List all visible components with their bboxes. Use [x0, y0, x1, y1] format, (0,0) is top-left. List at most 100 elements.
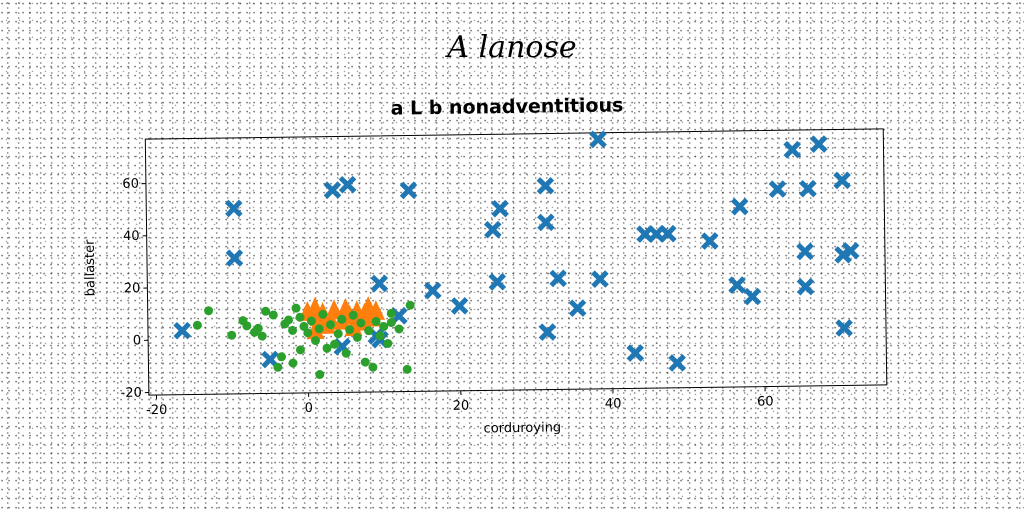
data-point-circle — [299, 321, 309, 331]
data-point-circle — [288, 325, 298, 335]
data-point-circle — [375, 331, 385, 341]
data-point-x — [173, 321, 192, 340]
data-point-x — [796, 277, 815, 296]
data-point-triangle — [367, 299, 386, 321]
data-point-x — [488, 273, 507, 291]
data-point-circle — [322, 343, 332, 353]
x-tick-label: 40 — [605, 397, 622, 412]
data-point-x — [491, 199, 509, 218]
data-point-x — [568, 299, 587, 318]
data-point-x — [730, 197, 749, 216]
x-axis-label: corduroying — [484, 420, 562, 436]
data-point-circle — [204, 306, 214, 316]
data-point-x — [809, 135, 828, 153]
data-point-circle — [368, 362, 378, 372]
data-point-circle — [352, 332, 362, 342]
data-point-circle — [330, 339, 340, 349]
data-point-x — [450, 297, 469, 315]
y-tick-label: 60 — [122, 177, 139, 192]
data-point-x — [799, 179, 817, 198]
data-point-x — [338, 175, 357, 194]
data-point-x — [537, 213, 555, 232]
data-point-x — [659, 224, 677, 243]
data-point-circle — [333, 329, 343, 339]
y-tick-label: 40 — [123, 229, 140, 244]
data-point-x — [589, 130, 607, 149]
x-tick-label: 0 — [305, 401, 313, 416]
data-point-circle — [386, 318, 396, 328]
data-point-circle — [405, 300, 415, 310]
data-point-circle — [360, 357, 370, 367]
data-point-circle — [383, 338, 393, 348]
x-tick-label: 20 — [453, 399, 470, 414]
data-point-circle — [356, 318, 366, 328]
data-point-circle — [288, 358, 298, 368]
data-point-x — [626, 344, 645, 362]
y-tick-label: 0 — [133, 333, 141, 348]
data-point-x — [323, 181, 342, 199]
data-point-circle — [314, 324, 324, 334]
data-marks — [173, 130, 860, 379]
data-point-x — [536, 176, 555, 195]
data-point-circle — [326, 320, 336, 330]
data-point-x — [743, 287, 762, 306]
data-point-x — [728, 276, 746, 294]
data-point-circle — [379, 322, 389, 332]
data-point-circle — [371, 316, 381, 326]
data-point-circle — [402, 364, 412, 374]
data-point-circle — [318, 309, 328, 319]
y-tick-label: -20 — [121, 386, 142, 401]
data-point-x — [833, 171, 851, 190]
data-point-x — [538, 323, 557, 341]
data-point-circle — [291, 303, 301, 313]
data-point-circle — [273, 362, 283, 372]
data-point-circle — [364, 326, 374, 336]
data-point-circle — [192, 320, 202, 330]
figure-title: A lanose — [447, 30, 577, 65]
data-point-circle — [303, 328, 313, 338]
data-point-circle — [295, 312, 305, 322]
data-point-x — [549, 269, 567, 288]
data-point-circle — [306, 316, 316, 326]
data-point-circle — [311, 336, 321, 346]
y-tick-label: 20 — [124, 281, 141, 296]
data-point-x — [370, 274, 389, 293]
data-point-circle — [257, 331, 267, 341]
data-point-circle — [348, 310, 358, 320]
data-point-x — [835, 319, 854, 337]
data-point-circle — [341, 348, 351, 358]
axis-ticks: -20 0 20 40 60 -20 0 20 40 60 — [121, 177, 774, 419]
data-point-x — [224, 199, 243, 218]
data-point-x — [841, 241, 860, 260]
data-point-circle — [253, 323, 263, 333]
data-point-x — [225, 249, 244, 267]
data-point-circle — [315, 369, 325, 379]
data-point-circle — [394, 324, 404, 334]
data-point-circle — [386, 308, 396, 318]
data-point-x — [668, 354, 687, 372]
data-point-circle — [261, 306, 271, 316]
data-point-x — [796, 242, 814, 261]
data-point-circle — [276, 352, 286, 362]
data-point-x — [700, 232, 719, 250]
data-point-circle — [268, 310, 278, 320]
plot-frame — [144, 128, 888, 396]
x-tick-label: -20 — [146, 403, 167, 418]
plot-area: -20 0 20 40 60 -20 0 20 40 60 corduroying ballast… — [83, 128, 888, 436]
data-point-x — [483, 220, 502, 239]
chart-subtitle: a L b nonadventitious — [390, 94, 623, 119]
data-point-circle — [295, 345, 305, 355]
data-point-x — [423, 281, 442, 300]
y-axis-label: ballaster — [83, 239, 99, 296]
data-point-circle — [345, 325, 355, 335]
data-point-circle — [337, 314, 347, 324]
x-tick-label: 60 — [757, 394, 774, 409]
data-point-x — [591, 270, 609, 288]
data-point-x — [399, 181, 418, 200]
data-point-circle — [284, 315, 294, 325]
data-point-x — [783, 140, 802, 159]
data-point-x — [768, 180, 787, 198]
data-point-circle — [227, 330, 237, 340]
data-point-circle — [242, 321, 252, 331]
